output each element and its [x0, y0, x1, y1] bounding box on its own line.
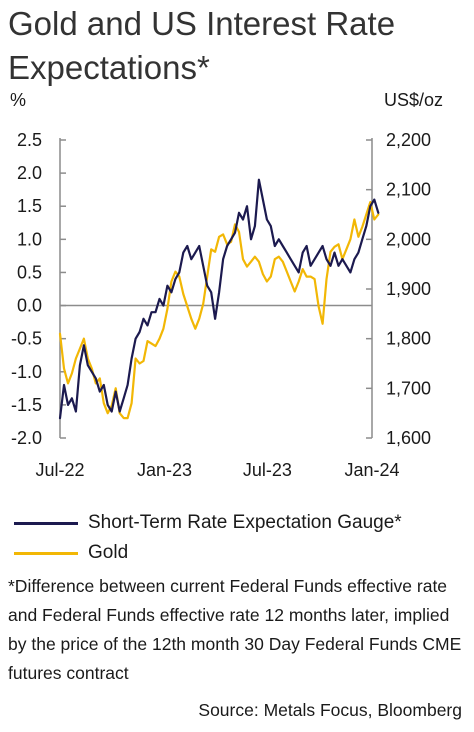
left-tick-label: -2.0 — [11, 428, 42, 448]
legend-label-rate-gauge: Short-Term Rate Expectation Gauge* — [88, 512, 402, 533]
left-tick-label: 2.5 — [17, 130, 42, 150]
left-tick-label: -1.5 — [11, 395, 42, 415]
legend-label-gold: Gold — [88, 542, 129, 563]
x-tick-label: Jan-23 — [137, 460, 192, 480]
left-tick-label: -1.0 — [11, 362, 42, 382]
right-tick-label: 1,700 — [386, 378, 431, 398]
x-tick-label: Jul-23 — [243, 460, 292, 480]
x-axis: Jul-22 Jan-23 Jul-23 Jan-24 — [35, 460, 399, 480]
right-tick-label: 1,800 — [386, 329, 431, 349]
footnote: *Difference between current Federal Fund… — [8, 576, 462, 683]
right-tick-label: 1,900 — [386, 279, 431, 299]
legend-swatch-gold — [14, 551, 78, 555]
legend-swatch-rate-gauge — [14, 521, 78, 525]
right-tick-label: 2,000 — [386, 229, 431, 249]
series-layer — [58, 178, 380, 420]
left-axis-unit-label: % — [10, 90, 26, 110]
chart-legend: Short-Term Rate Expectation Gauge* Gold — [14, 508, 402, 568]
chart-title: Gold and US Interest Rate Expectations* — [8, 5, 396, 86]
series-line-gold — [58, 201, 380, 420]
x-tick-label: Jan-24 — [344, 460, 399, 480]
left-tick-label: 0.5 — [17, 262, 42, 282]
legend-item-rate-gauge: Short-Term Rate Expectation Gauge* — [14, 508, 402, 538]
right-axis: 2,200 2,100 2,000 1,900 1,800 1,700 1,600 US$/o… — [366, 90, 443, 448]
chart-plot: 2.5 2.0 1.5 1.0 0.5 0.0 -0.5 -1.0 -1.5 -2.0% 2,20… — [10, 90, 443, 480]
series-line-rate-gauge — [58, 178, 380, 420]
left-tick-label: 2.0 — [17, 163, 42, 183]
left-tick-label: 0.0 — [17, 296, 42, 316]
left-tick-label: -0.5 — [11, 329, 42, 349]
right-axis-unit-label: US$/oz — [384, 90, 443, 110]
left-tick-label: 1.5 — [17, 196, 42, 216]
legend-item-gold: Gold — [14, 538, 402, 568]
source-note: Source: Metals Focus, Bloomberg — [198, 700, 462, 720]
right-tick-label: 2,200 — [386, 130, 431, 150]
left-axis: 2.5 2.0 1.5 1.0 0.5 0.0 -0.5 -1.0 -1.5 -2.0% — [10, 90, 66, 448]
left-tick-label: 1.0 — [17, 229, 42, 249]
right-tick-label: 1,600 — [386, 428, 431, 448]
x-tick-label: Jul-22 — [35, 460, 84, 480]
right-tick-label: 2,100 — [386, 180, 431, 200]
